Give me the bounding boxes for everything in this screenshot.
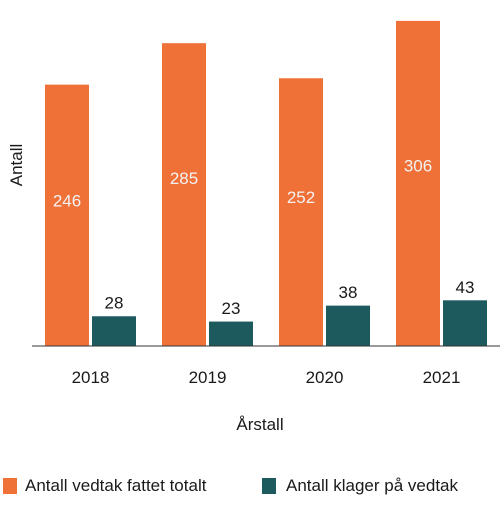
bar-vedtak-2019 — [162, 43, 206, 346]
bars — [45, 20, 487, 346]
value-label-klager-2020: 38 — [339, 283, 358, 302]
bar-vedtak-2021 — [396, 20, 440, 346]
value-labels: 246 28 285 23 252 38 306 43 — [53, 157, 475, 318]
value-label-vedtak-2019: 285 — [170, 169, 198, 188]
bar-vedtak-2018 — [45, 84, 89, 346]
bar-klager-2019 — [209, 321, 253, 346]
value-label-klager-2019: 23 — [222, 299, 241, 318]
bar-klager-2021 — [443, 300, 487, 346]
bar-klager-2020 — [326, 305, 370, 346]
y-axis-title: Antall — [7, 144, 26, 187]
value-label-klager-2021: 43 — [456, 278, 475, 297]
legend-swatch-vedtak — [3, 478, 17, 494]
value-label-klager-2018: 28 — [105, 294, 124, 313]
value-label-vedtak-2018: 246 — [53, 192, 81, 211]
x-tick-labels: 2018 2019 2020 2021 — [72, 368, 461, 387]
legend-label-klager: Antall klager på vedtak — [286, 476, 458, 495]
legend-label-vedtak: Antall vedtak fattet totalt — [25, 476, 207, 495]
x-tick-2019: 2019 — [189, 368, 227, 387]
x-tick-2021: 2021 — [423, 368, 461, 387]
value-label-vedtak-2021: 306 — [404, 157, 432, 176]
x-tick-2020: 2020 — [306, 368, 344, 387]
x-tick-2018: 2018 — [72, 368, 110, 387]
bar-vedtak-2020 — [279, 78, 323, 346]
legend: Antall vedtak fattet totalt Antall klager… — [3, 476, 458, 495]
value-label-vedtak-2020: 252 — [287, 188, 315, 207]
bar-klager-2018 — [92, 316, 136, 346]
x-axis-title: Årstall — [236, 415, 283, 434]
legend-swatch-klager — [262, 478, 276, 494]
